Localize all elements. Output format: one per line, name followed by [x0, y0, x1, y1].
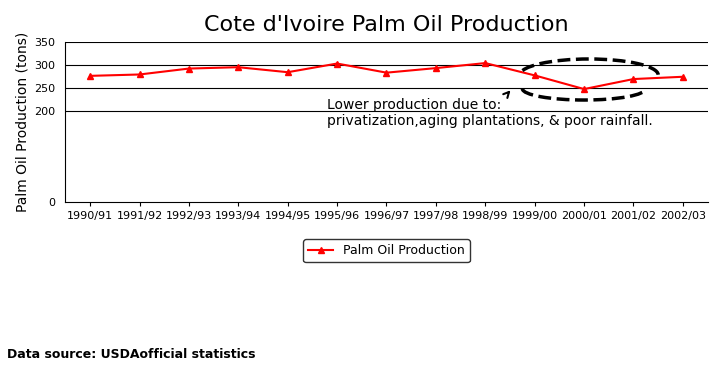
- Title: Cote d'Ivoire Palm Oil Production: Cote d'Ivoire Palm Oil Production: [204, 15, 569, 35]
- Legend: Palm Oil Production: Palm Oil Production: [303, 239, 470, 262]
- Palm Oil Production: [85, 74, 94, 78]
- Palm Oil Production: [432, 66, 440, 70]
- Palm Oil Production: [382, 70, 391, 75]
- Palm Oil Production: [629, 77, 638, 81]
- Palm Oil Production: [185, 66, 193, 71]
- Palm Oil Production: [580, 87, 589, 91]
- Palm Oil Production: [531, 73, 539, 78]
- Palm Oil Production: [333, 61, 342, 66]
- Line: Palm Oil Production: Palm Oil Production: [87, 59, 686, 93]
- Text: Data source: USDAofficial statistics: Data source: USDAofficial statistics: [7, 348, 256, 361]
- Palm Oil Production: [481, 61, 489, 65]
- Text: Lower production due to:
privatization,aging plantations, & poor rainfall.: Lower production due to: privatization,a…: [327, 92, 653, 128]
- Palm Oil Production: [234, 65, 243, 69]
- Palm Oil Production: [283, 70, 292, 74]
- Palm Oil Production: [678, 74, 687, 79]
- Palm Oil Production: [135, 72, 144, 77]
- Y-axis label: Palm Oil Production (tons): Palm Oil Production (tons): [15, 32, 29, 212]
